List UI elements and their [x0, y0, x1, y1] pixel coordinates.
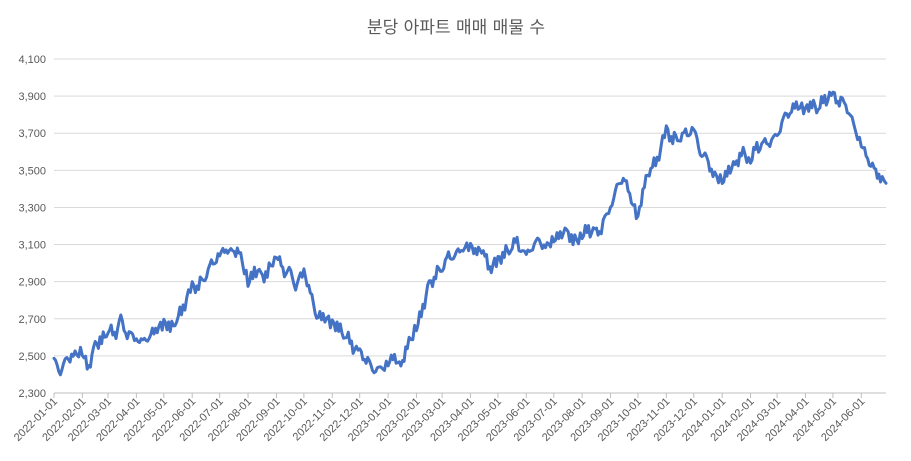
x-axis-ticks: 2022-01-012022-02-012022-03-012022-04-01…: [12, 393, 867, 444]
series-line: [52, 90, 888, 377]
series-group: [52, 90, 888, 377]
y-tick-label: 3,500: [18, 165, 46, 177]
y-tick-label: 3,300: [18, 202, 46, 214]
y-tick-label: 2,900: [18, 277, 46, 289]
y-tick-label: 3,900: [18, 91, 46, 103]
y-axis-ticks: 2,300 2,500 2,700 2,900 3,100 3,300 3,500 3,700…: [18, 54, 46, 400]
y-tick-label: 4,100: [18, 54, 46, 66]
y-tick-label: 3,100: [18, 240, 46, 252]
y-tick-label: 2,700: [18, 314, 46, 326]
y-tick-label: 2,300: [18, 388, 46, 400]
chart-title: 분당 아파트 매매 매물 수: [367, 18, 545, 38]
y-tick-label: 3,700: [18, 128, 46, 140]
y-tick-label: 2,500: [18, 351, 46, 363]
